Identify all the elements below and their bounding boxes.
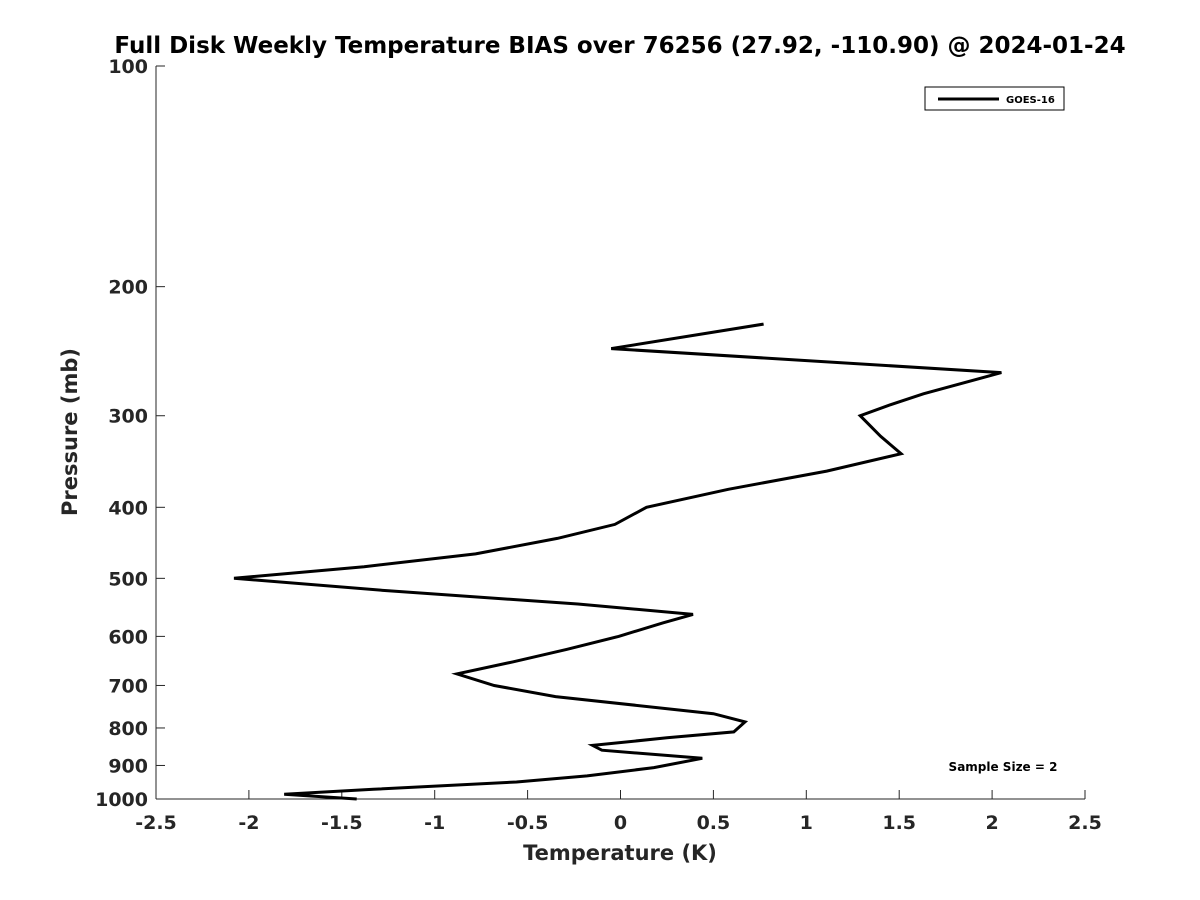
y-tick-label: 1000 [95,789,148,811]
y-tick-label: 300 [108,406,148,428]
x-tick-label: -2 [238,812,259,834]
y-tick-label: 600 [108,626,148,648]
x-axis-label: Temperature (K) [523,841,717,865]
sample-size-annotation: Sample Size = 2 [949,760,1058,774]
legend: GOES-16 [924,86,1065,111]
x-tick-label: -0.5 [507,812,549,834]
x-tick-label: 1 [800,812,813,834]
x-tick-label: 2 [985,812,998,834]
y-tick-label: 100 [108,56,148,78]
y-tick-label: 400 [108,497,148,519]
y-tick-label: 500 [108,568,148,590]
x-tick-label: 1.5 [882,812,916,834]
y-tick-label: 200 [108,277,148,299]
y-axis-label: Pressure (mb) [58,348,82,516]
x-tick-label: 0.5 [697,812,731,834]
x-tick-label: -1 [424,812,445,834]
x-tick-label: 2.5 [1068,812,1102,834]
x-tick-label: 0 [614,812,627,834]
chart-title: Full Disk Weekly Temperature BIAS over 7… [114,33,1125,59]
axes [155,66,1085,800]
y-tick-label: 700 [108,675,148,697]
ticks: -2.5 -2 -1.5 -1 -0.5 0 0.5 1 1.5 2 2.5 100 200 300 400… [95,56,1102,834]
series-line-goes-16 [233,322,1002,801]
x-tick-label: -1.5 [321,812,363,834]
legend-label-goes-16: GOES-16 [1006,95,1055,106]
y-tick-label: 800 [108,718,148,740]
series-layer [233,322,1002,801]
x-tick-label: -2.5 [135,812,177,834]
y-tick-label: 900 [108,755,148,777]
